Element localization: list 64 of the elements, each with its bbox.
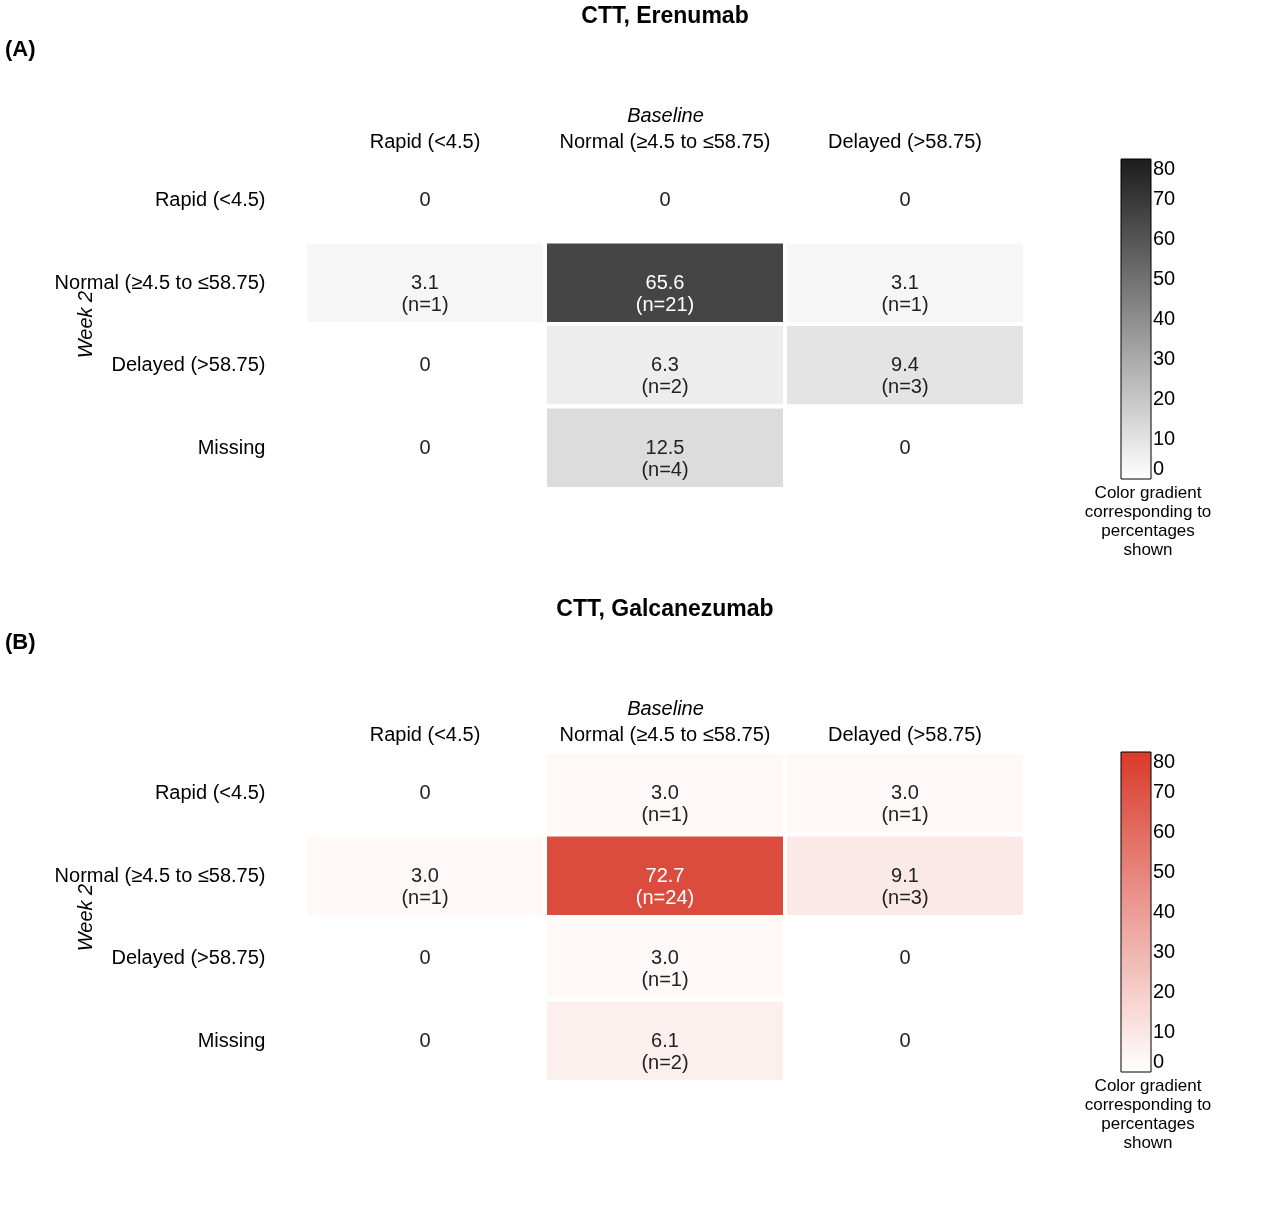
data-label: 6.3 (n=2) <box>641 353 689 398</box>
color-bar-label: 80 <box>1153 157 1176 179</box>
y-tick-label: Delayed (>58.75) <box>111 353 266 376</box>
data-label: 0 <box>419 1028 431 1051</box>
color-bar-label: 20 <box>1153 980 1176 1002</box>
data-label: 12.5 (n=4) <box>641 435 689 480</box>
data-label: 0 <box>659 188 671 211</box>
data-label: 3.0 (n=1) <box>641 781 689 826</box>
data-label: 3.1 (n=1) <box>881 270 929 315</box>
color-bar-label: 50 <box>1153 267 1176 289</box>
color-bar-label: 80 <box>1153 750 1176 772</box>
chart-title: CTT, Galcanezumab <box>556 595 774 621</box>
y-tick-label: Rapid (<4.5) <box>154 781 266 804</box>
y-tick-label: Missing <box>197 435 266 458</box>
data-label: 9.1 (n=3) <box>881 863 929 908</box>
data-label: 3.1 (n=1) <box>401 270 449 315</box>
color-bar-title: Color gradient corresponding to percentages shown <box>1084 1076 1212 1152</box>
color-bar-label: 30 <box>1153 347 1176 369</box>
color-bar-label: 40 <box>1153 900 1176 922</box>
data-label: 3.0 (n=1) <box>641 946 689 991</box>
data-label: 0 <box>899 1028 911 1051</box>
data-label: 72.7 (n=24) <box>635 863 695 908</box>
y-axis-title: Week 2 <box>73 883 96 952</box>
data-label: 0 <box>419 781 431 804</box>
chart-title: CTT, Erenumab <box>581 2 749 28</box>
x-tick-label: Normal (≥4.5 to ≤58.75) <box>559 722 771 745</box>
color-bar-label: 0 <box>1153 1050 1165 1072</box>
color-bar-label: 70 <box>1153 187 1176 209</box>
color-bar-label: 40 <box>1153 307 1176 329</box>
x-axis-title: Baseline <box>627 103 704 126</box>
color-bar-title: Color gradient corresponding to percentages shown <box>1084 483 1212 559</box>
x-tick-label: Delayed (>58.75) <box>828 722 982 745</box>
data-label: 3.0 (n=1) <box>881 781 929 826</box>
data-label: 0 <box>419 946 431 969</box>
data-label: 0 <box>419 353 431 376</box>
color-bar-label: 10 <box>1153 1020 1176 1042</box>
text: (A) <box>5 36 36 61</box>
data-label: 0 <box>419 188 431 211</box>
x-tick-label: Rapid (<4.5) <box>369 722 481 745</box>
color-bar-label: 30 <box>1153 940 1176 962</box>
data-label: 0 <box>899 435 911 458</box>
data-label: 0 <box>419 435 431 458</box>
x-tick-label: Normal (≥4.5 to ≤58.75) <box>559 129 771 152</box>
data-label: 3.0 (n=1) <box>401 863 449 908</box>
y-tick-label: Rapid (<4.5) <box>154 188 266 211</box>
color-bar-label: 10 <box>1153 427 1176 449</box>
color-bar-label: 70 <box>1153 780 1176 802</box>
color-bar-label: 60 <box>1153 227 1176 249</box>
text: (B) <box>5 629 36 654</box>
x-tick-label: Rapid (<4.5) <box>369 129 481 152</box>
color-bar-label: 20 <box>1153 387 1176 409</box>
x-tick-label: Delayed (>58.75) <box>828 129 982 152</box>
color-bar-label: 60 <box>1153 820 1176 842</box>
data-label: 0 <box>899 188 911 211</box>
data-label: 9.4 (n=3) <box>881 353 929 398</box>
color-bar-label: 0 <box>1153 457 1165 479</box>
data-label: 0 <box>899 946 911 969</box>
y-axis-title: Week 2 <box>73 290 96 359</box>
y-tick-label: Missing <box>197 1028 266 1051</box>
data-label: 65.6 (n=21) <box>635 270 695 315</box>
x-axis-title: Baseline <box>627 696 704 719</box>
y-tick-label: Delayed (>58.75) <box>111 946 266 969</box>
color-bar-label: 50 <box>1153 860 1176 882</box>
data-label: 6.1 (n=2) <box>641 1028 689 1073</box>
